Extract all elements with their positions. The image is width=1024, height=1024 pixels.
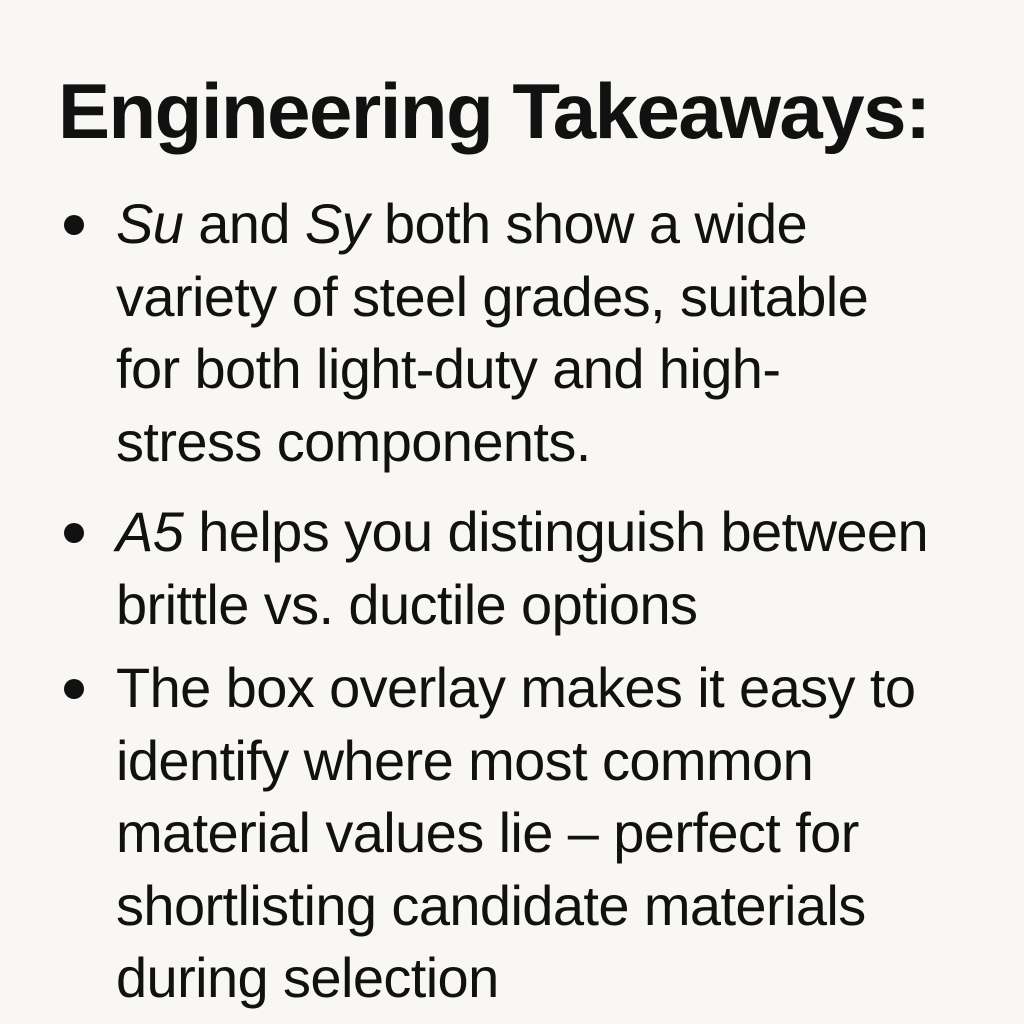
bullet-line: brittle vs. ductile options: [116, 572, 698, 636]
text-fragment: both show a wide: [369, 192, 808, 255]
bullet-line: during selection: [116, 946, 499, 1009]
bullet-item: A5 helps you distinguish between brittle…: [56, 496, 929, 641]
bullet-line: for both light-duty and high-: [116, 337, 781, 400]
bullet-line: stress components.: [116, 409, 591, 473]
bullet-line: A5 helps you distinguish between: [116, 496, 929, 569]
bullet-line: Su and Sy both show a wide: [116, 188, 868, 261]
bullet-line: identify where most common: [116, 728, 814, 792]
bullet-line: The box overlay makes it easy to: [116, 656, 916, 719]
bullet-item: The box overlay makes it easy to identif…: [56, 652, 916, 1015]
page-title: Engineering Takeaways:: [58, 67, 931, 155]
text-fragment: and: [183, 192, 305, 255]
symbol-sy: Sy: [304, 192, 370, 255]
symbol-su: Su: [116, 192, 184, 255]
bullet-line: shortlisting candidate materials: [116, 873, 866, 937]
symbol-a5: A5: [116, 500, 184, 563]
bullet-icon: [64, 215, 84, 235]
bullet-icon: [64, 679, 84, 699]
bullet-icon: [64, 523, 84, 543]
bullet-item: Su and Sy both show a wide variety of st…: [56, 188, 869, 478]
bullet-line: material values lie – perfect for: [116, 801, 859, 864]
bullet-line: variety of steel grades, suitable: [116, 264, 869, 328]
text-fragment: helps you distinguish between: [183, 500, 929, 563]
